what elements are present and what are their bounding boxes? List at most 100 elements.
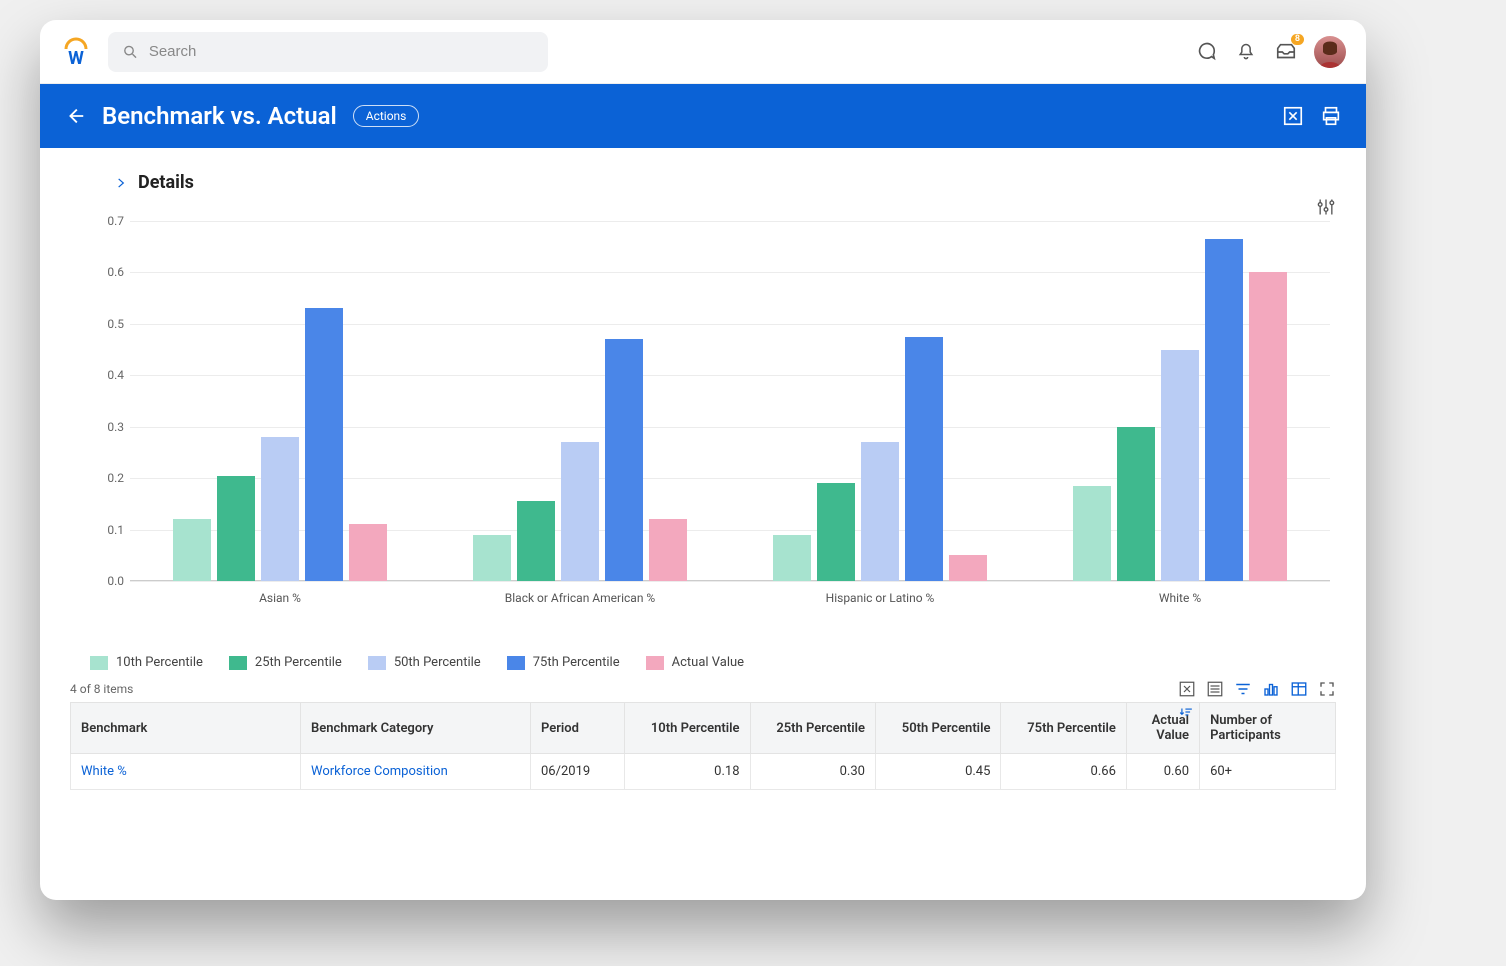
table-header-participants[interactable]: Number of Participants [1200,703,1336,754]
legend-label: Actual Value [672,655,744,670]
chart-bar[interactable] [949,555,987,581]
chart-bar[interactable] [561,442,599,581]
table-chart-icon[interactable] [1262,680,1280,698]
chart-gridline [130,581,1330,582]
table-cell-participants: 60+ [1200,754,1336,790]
chart-x-label: Hispanic or Latino % [730,591,1030,605]
bell-icon[interactable] [1234,40,1258,64]
chart-bar[interactable] [605,339,643,581]
legend-item[interactable]: 75th Percentile [507,655,620,670]
chart-bar[interactable] [817,483,855,581]
chart-bar[interactable] [905,337,943,581]
chart-bar[interactable] [473,535,511,581]
chart-x-label: Black or African American % [430,591,730,605]
chart-container: 0.00.10.20.30.40.50.60.7Asian %Black or … [70,201,1336,670]
benchmark-table: BenchmarkBenchmark CategoryPeriod10th Pe… [70,702,1336,790]
page-title: Benchmark vs. Actual [102,102,337,130]
legend-item[interactable]: 50th Percentile [368,655,481,670]
section-header[interactable]: Details [114,172,1342,193]
chart-y-tick: 0.6 [86,265,124,279]
table-export-excel-icon[interactable] [1178,680,1196,698]
table-fullscreen-icon[interactable] [1318,680,1336,698]
chart-y-tick: 0.7 [86,214,124,228]
table-header-p50[interactable]: 50th Percentile [875,703,1000,754]
export-excel-icon[interactable] [1282,105,1304,127]
section-title: Details [138,172,194,193]
legend-label: 10th Percentile [116,655,203,670]
chevron-right-icon [114,176,128,190]
titlebar: Benchmark vs. Actual Actions [40,84,1366,148]
inbox-icon[interactable]: 8 [1274,40,1298,64]
legend-item[interactable]: Actual Value [646,655,744,670]
avatar[interactable] [1314,36,1346,68]
chart-x-label: White % [1030,591,1330,605]
chart-category: White % [1030,221,1330,581]
chart-x-label: Asian % [130,591,430,605]
benchmark-chart: 0.00.10.20.30.40.50.60.7Asian %Black or … [70,201,1336,631]
chart-bar[interactable] [1161,350,1199,581]
inbox-badge: 8 [1291,34,1304,45]
table-header-benchmark[interactable]: Benchmark [71,703,301,754]
chart-category: Asian % [130,221,430,581]
chart-y-tick: 0.4 [86,368,124,382]
table-header-actual[interactable]: Actual Value [1126,703,1199,754]
chart-bar[interactable] [305,308,343,581]
chart-bar[interactable] [1205,239,1243,581]
chart-y-tick: 0.5 [86,317,124,331]
chart-bar[interactable] [649,519,687,581]
legend-item[interactable]: 10th Percentile [90,655,203,670]
app-logo[interactable]: W [60,36,92,68]
search-input-wrap[interactable] [108,32,548,72]
chart-y-tick: 0.3 [86,420,124,434]
legend-swatch [646,656,664,670]
chart-category: Black or African American % [430,221,730,581]
app-window: W 8 Benchmark vs. Actual Actions [40,20,1366,900]
chart-legend: 10th Percentile 25th Percentile 50th Perce… [90,655,1336,670]
table-items-count: 4 of 8 items [70,682,133,696]
chart-bar[interactable] [173,519,211,581]
table-cell-p50: 0.45 [875,754,1000,790]
table-filter-icon[interactable] [1234,680,1252,698]
chart-bar[interactable] [861,442,899,581]
table-cell-p10: 0.18 [625,754,750,790]
table-header-p25[interactable]: 25th Percentile [750,703,875,754]
legend-swatch [368,656,386,670]
actions-button[interactable]: Actions [353,105,420,127]
chart-bar[interactable] [517,501,555,581]
legend-swatch [90,656,108,670]
table-header-benchmark_category[interactable]: Benchmark Category [301,703,531,754]
table-cell-benchmark_category[interactable]: Workforce Composition [301,754,531,790]
chart-bar[interactable] [1249,272,1287,581]
legend-swatch [507,656,525,670]
sort-desc-icon [1179,707,1193,717]
table-cell-period: 06/2019 [531,754,625,790]
table-toolbar: 4 of 8 items [70,680,1336,698]
chat-icon[interactable] [1194,40,1218,64]
table-cell-p25: 0.30 [750,754,875,790]
chart-bar[interactable] [261,437,299,581]
table-header-period[interactable]: Period [531,703,625,754]
chart-y-tick: 0.2 [86,471,124,485]
back-arrow-icon[interactable] [64,105,86,127]
search-icon [122,43,139,61]
legend-item[interactable]: 25th Percentile [229,655,342,670]
topbar: W 8 [40,20,1366,84]
legend-label: 25th Percentile [255,655,342,670]
chart-y-tick: 0.1 [86,523,124,537]
table-cell-benchmark[interactable]: White % [71,754,301,790]
chart-bar[interactable] [217,476,255,581]
table-cell-p75: 0.66 [1001,754,1126,790]
table-list-icon[interactable] [1206,680,1224,698]
chart-category: Hispanic or Latino % [730,221,1030,581]
chart-bar[interactable] [1073,486,1111,581]
print-icon[interactable] [1320,105,1342,127]
table-row[interactable]: White %Workforce Composition06/20190.180… [71,754,1336,790]
chart-bar[interactable] [1117,427,1155,581]
table-columns-icon[interactable] [1290,680,1308,698]
table-header-p75[interactable]: 75th Percentile [1001,703,1126,754]
chart-bar[interactable] [349,524,387,581]
svg-text:W: W [68,48,84,68]
table-header-p10[interactable]: 10th Percentile [625,703,750,754]
chart-bar[interactable] [773,535,811,581]
search-input[interactable] [149,43,534,60]
